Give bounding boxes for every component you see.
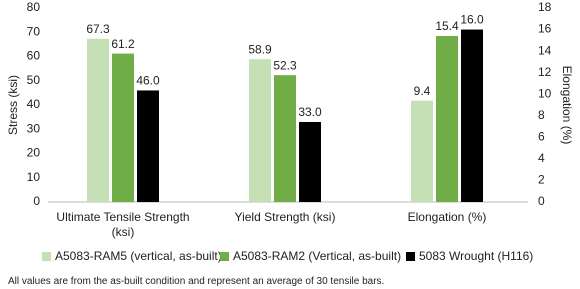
- legend-label: 5083 Wrought (H116): [419, 249, 533, 263]
- y2-tick-label: 18: [538, 0, 552, 14]
- value-label: 16.0: [460, 13, 484, 27]
- y2-tick-label: 6: [538, 130, 545, 144]
- value-label: 61.2: [111, 37, 135, 51]
- y-tick-label: 40: [27, 97, 41, 111]
- bar: [112, 53, 134, 203]
- legend-swatch: [406, 252, 415, 261]
- value-label: 15.4: [435, 19, 459, 33]
- bar: [299, 121, 321, 202]
- y2-tick-label: 4: [538, 151, 545, 165]
- y2-tick-label: 8: [538, 108, 545, 122]
- value-label: 9.4: [414, 84, 431, 98]
- y-axis-title: Stress (ksi): [6, 75, 20, 135]
- y2-tick-label: 14: [538, 43, 552, 57]
- y-tick-label: 30: [27, 121, 41, 135]
- legend-label: A5083-RAM5 (vertical, as-built): [55, 249, 222, 263]
- y-tick-label: 10: [27, 170, 41, 184]
- bar: [436, 36, 458, 203]
- y-tick-label: 20: [27, 146, 41, 160]
- legend-swatch: [220, 252, 229, 261]
- x-tick-label: Yield Strength (ksi): [234, 210, 336, 224]
- bar: [411, 100, 433, 202]
- bar: [137, 90, 159, 202]
- value-label: 52.3: [273, 58, 297, 72]
- x-tick-label: Ultimate Tensile Strength (ksi): [56, 210, 190, 239]
- y2-tick-label: 16: [538, 22, 552, 36]
- y-tick-label: 0: [33, 194, 40, 208]
- x-tick-label: Elongation (%): [407, 210, 487, 224]
- y2-axis-title: Elongation (%): [560, 66, 574, 145]
- bar: [87, 38, 109, 202]
- value-label: 46.0: [136, 74, 160, 88]
- legend-label: A5083-RAM2 (Vertical, as-built): [233, 249, 401, 263]
- y2-tick-label: 2: [538, 173, 545, 187]
- y2-tick-label: 10: [538, 86, 552, 100]
- y-tick-label: 70: [27, 24, 41, 38]
- y-tick-label: 60: [27, 49, 41, 63]
- y2-tick-label: 0: [538, 194, 545, 208]
- y2-tick-label: 12: [538, 65, 552, 79]
- footnote: All values are from the as-built conditi…: [8, 276, 385, 287]
- value-label: 67.3: [86, 22, 110, 36]
- y-tick-label: 80: [27, 0, 41, 14]
- value-label: 33.0: [298, 105, 322, 119]
- bar: [461, 29, 483, 202]
- bar: [249, 59, 271, 203]
- value-label: 58.9: [248, 42, 272, 56]
- bar: [274, 75, 296, 202]
- legend-swatch: [42, 252, 51, 261]
- y-tick-label: 50: [27, 73, 41, 87]
